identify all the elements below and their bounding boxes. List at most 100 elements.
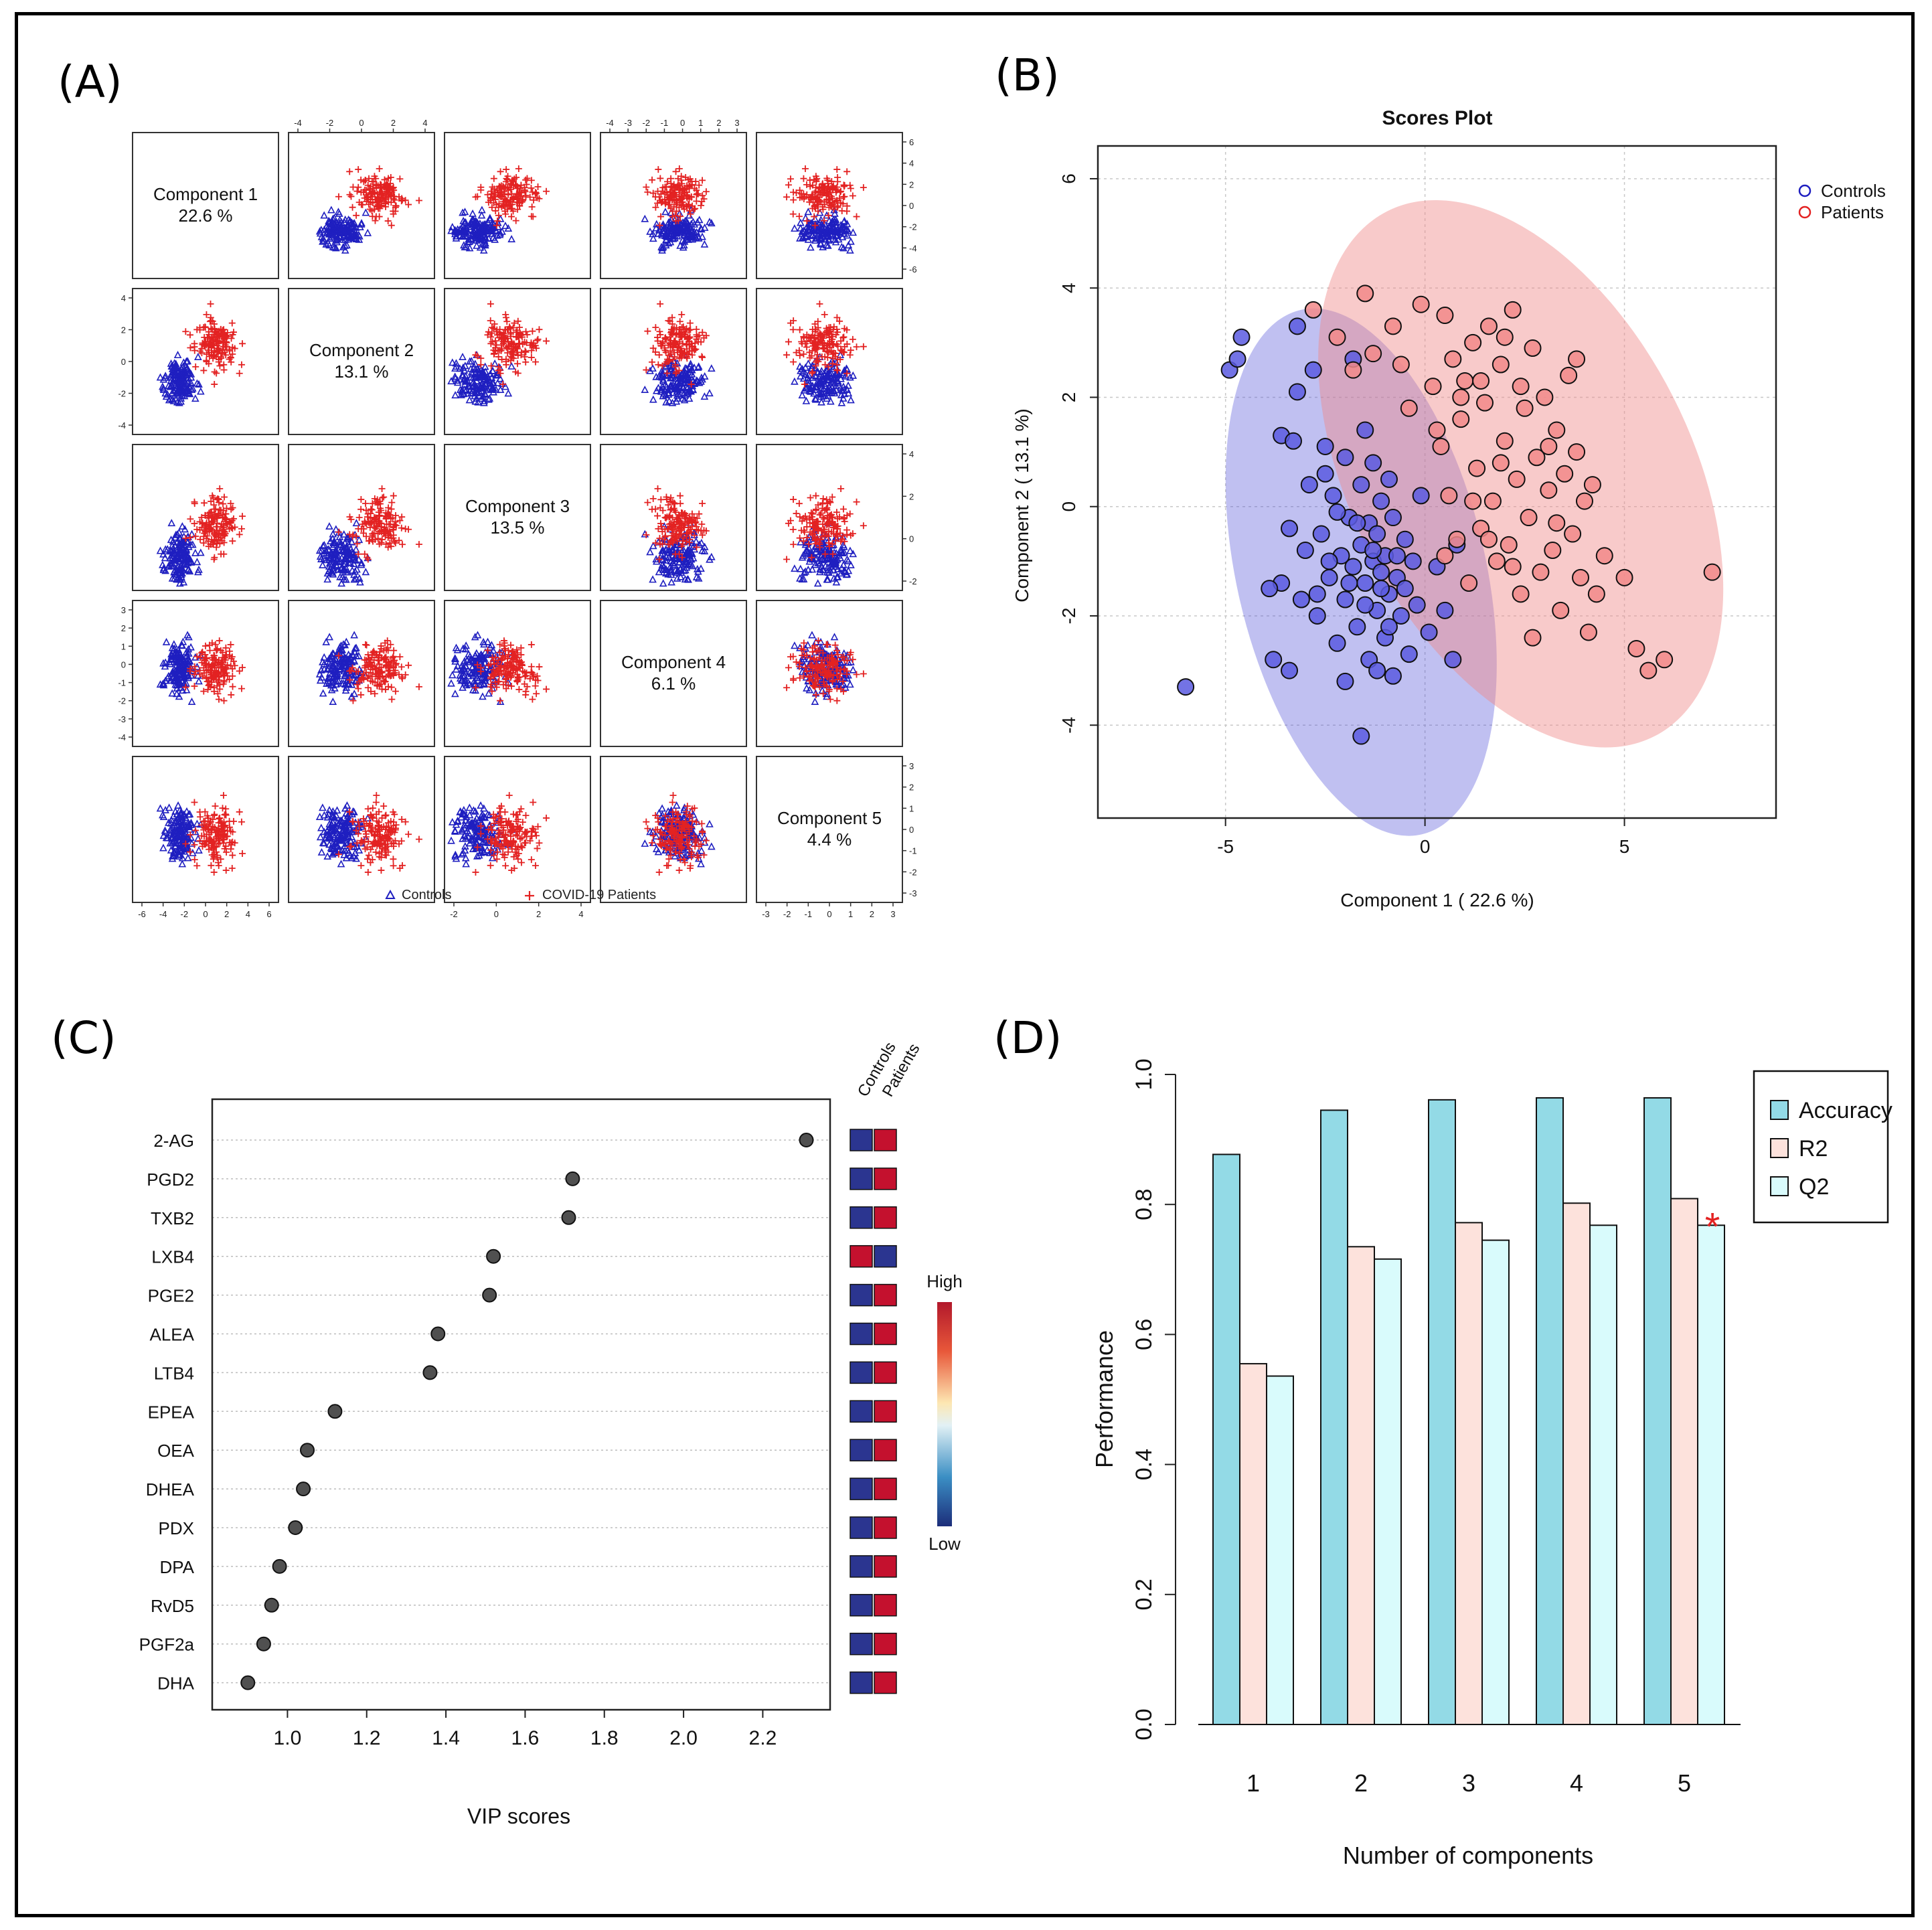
pairs-point-control	[819, 226, 827, 234]
pairs-point-patient	[472, 193, 479, 201]
pairs-point-control	[467, 388, 476, 396]
pairs-point-patient	[509, 345, 517, 353]
pairs-point-control	[191, 394, 199, 402]
pairs-point-control	[646, 227, 654, 235]
pairs-point-control	[682, 222, 691, 230]
pairs-point-control	[197, 387, 205, 395]
pairs-point-control	[323, 227, 332, 235]
pairs-point-patient	[829, 195, 836, 202]
pairs-point-control	[849, 228, 858, 236]
pairs-point-patient	[700, 195, 708, 203]
pairs-point-patient	[361, 186, 368, 193]
pairs-point-control	[467, 222, 475, 230]
pairs-point-patient	[499, 202, 507, 210]
pairs-point-control	[348, 229, 357, 237]
pairs-point-patient	[663, 189, 671, 196]
pairs-point-control	[812, 225, 820, 233]
pairs-point-control	[684, 235, 692, 243]
pairs-point-patient	[214, 342, 221, 349]
pairs-point-control	[485, 234, 493, 242]
pairs-point-control	[355, 232, 364, 240]
pairs-point-control	[179, 364, 188, 372]
pairs-point-control	[479, 392, 487, 400]
pairs-point-control	[457, 390, 465, 398]
pairs-point-patient	[222, 341, 229, 349]
pairs-point-control	[337, 226, 346, 234]
pairs-point-patient	[187, 344, 194, 351]
pairs-point-control	[674, 226, 683, 234]
pairs-point-control	[485, 222, 494, 230]
pairs-point-patient	[662, 200, 669, 208]
pairs-point-patient	[210, 333, 217, 341]
pairs-point-patient	[517, 189, 525, 197]
pairs-point-control	[187, 373, 195, 381]
pairs-point-patient	[211, 326, 218, 333]
pairs-point-patient	[536, 326, 543, 333]
pairs-point-patient	[365, 201, 372, 208]
pairs-point-control	[461, 226, 469, 234]
pairs-point-patient	[218, 355, 225, 362]
pairs-point-patient	[493, 222, 500, 229]
pairs-point-patient	[215, 358, 222, 366]
pairs-point-control	[473, 241, 481, 249]
pairs-point-control	[159, 382, 167, 390]
pairs-point-control	[689, 218, 698, 226]
pairs-point-patient	[207, 341, 214, 348]
pairs-point-patient	[495, 200, 503, 208]
pairs-point-control	[679, 374, 688, 382]
pairs-point-control	[471, 374, 479, 382]
pairs-point-patient	[205, 347, 212, 354]
pairs-point-control	[483, 218, 492, 226]
pairs-point-patient	[841, 193, 848, 200]
pairs-point-patient	[477, 355, 485, 362]
pairs-point-patient	[238, 361, 245, 368]
pairs-point-control	[320, 226, 329, 234]
pairs-point-patient	[196, 326, 204, 333]
pairs-point-control	[504, 389, 513, 397]
pairs-point-patient	[508, 177, 515, 184]
pairs-point-control	[664, 239, 673, 247]
pairs-point-control	[664, 385, 672, 393]
pairs-point-control	[669, 234, 677, 242]
pairs-point-patient	[503, 318, 511, 325]
pairs-point-control	[473, 364, 481, 372]
pairs-point-control	[177, 382, 185, 390]
pairs-point-patient	[230, 329, 237, 336]
pairs-point-patient	[405, 201, 412, 208]
pairs-point-control	[667, 366, 675, 374]
pairs-point-control	[681, 227, 690, 235]
pairs-point-control	[332, 244, 340, 252]
pairs-point-control	[329, 214, 337, 222]
pairs-point-patient	[368, 190, 376, 197]
pairs-point-control	[459, 370, 467, 378]
pairs-point-patient	[661, 195, 668, 203]
pairs-point-patient	[502, 314, 509, 321]
pairs-point-control	[170, 363, 179, 371]
pairs-point-control	[816, 218, 824, 226]
pairs-point-control	[333, 234, 341, 242]
pairs-point-control	[686, 359, 695, 368]
panel-a-pairs-plot: Component 122.6 %Component 213.1 %Compon…	[118, 118, 916, 919]
pairs-point-patient	[846, 181, 854, 189]
pairs-point-patient	[509, 324, 517, 331]
pairs-point-patient	[491, 195, 499, 203]
pairs-point-control	[844, 241, 853, 249]
pairs-point-control	[331, 225, 340, 233]
pairs-point-patient	[390, 208, 397, 215]
pairs-point-control	[682, 364, 691, 372]
pairs-point-patient	[528, 177, 535, 184]
pairs-point-patient	[803, 218, 811, 225]
pairs-point-control	[649, 395, 657, 403]
pairs-point-patient	[512, 333, 519, 341]
pairs-point-control	[179, 369, 188, 377]
pairs-point-control	[675, 379, 684, 387]
pairs-point-patient	[364, 181, 372, 189]
pairs-point-patient	[677, 173, 685, 180]
pairs-point-control	[806, 225, 815, 233]
pairs-point-patient	[790, 189, 797, 196]
pairs-diagonal-variance: 13.1 %	[335, 361, 389, 382]
pairs-point-control	[694, 232, 702, 240]
pairs-point-patient	[388, 222, 395, 229]
pairs-point-control	[698, 375, 706, 383]
pairs-point-control	[447, 377, 455, 385]
